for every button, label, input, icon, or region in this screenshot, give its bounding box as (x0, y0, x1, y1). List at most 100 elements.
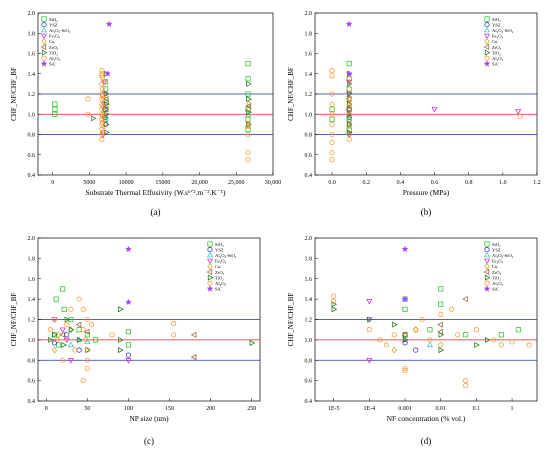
x-tick-label: 1 (511, 406, 514, 412)
x-tick-label: 0.1 (473, 406, 481, 412)
data-point (426, 341, 433, 348)
x-tick-label: 1.0 (499, 180, 507, 186)
data-point (463, 332, 469, 338)
y-tick-label: 1.2 (28, 318, 36, 324)
data-point (329, 116, 335, 122)
data-point (345, 70, 353, 77)
data-point (85, 347, 91, 354)
legend-marker (206, 285, 214, 292)
series-7 (47, 296, 177, 384)
data-point (84, 347, 90, 353)
data-point (59, 327, 66, 334)
legend-label: ZrO₂ (215, 270, 225, 275)
data-point (67, 341, 74, 348)
series-0 (52, 61, 251, 132)
series-5 (59, 321, 197, 361)
legend-label: TiO₂ (492, 50, 501, 55)
data-point (347, 121, 353, 128)
data-point (85, 111, 91, 117)
data-point (329, 150, 335, 156)
data-point (402, 365, 408, 371)
data-point (61, 306, 67, 312)
data-point (346, 86, 352, 92)
data-point (84, 357, 90, 363)
data-point (99, 96, 105, 102)
data-point (101, 102, 108, 108)
legend-label: SiO₂ (492, 242, 501, 247)
x-axis-label: NF concentration (% vol.) (387, 414, 466, 423)
data-point (438, 301, 444, 307)
data-point (402, 336, 409, 343)
data-point (99, 106, 105, 112)
series-1 (402, 332, 419, 353)
data-point (76, 327, 82, 333)
data-point (463, 378, 469, 384)
y-tick-label: 1.6 (305, 52, 313, 58)
data-point (347, 101, 353, 108)
legend-marker (484, 280, 490, 286)
legend-marker (483, 258, 491, 265)
data-point (329, 121, 335, 127)
data-point (245, 116, 251, 122)
y-axis-label: CHF_NF/CHF_BF (10, 67, 18, 121)
legend-marker (484, 241, 490, 247)
data-point (391, 346, 397, 354)
legend-label: Cu (215, 264, 221, 269)
data-point (490, 337, 496, 343)
legend-marker (207, 247, 213, 253)
series-6 (331, 301, 491, 354)
data-point (402, 306, 408, 312)
y-tick-label: 1.4 (28, 72, 36, 78)
data-point (52, 331, 58, 338)
data-point (437, 321, 443, 328)
data-point (67, 358, 74, 364)
data-point (401, 245, 409, 253)
data-point (101, 96, 107, 102)
legend-label: YSZ (492, 247, 501, 252)
series-8 (104, 20, 113, 77)
y-tick-label: 2.0 (305, 11, 313, 17)
data-point (83, 337, 89, 343)
x-tick-label: 0.01 (435, 406, 446, 412)
legend-marker (207, 274, 214, 281)
data-point (88, 322, 94, 328)
data-point (77, 336, 83, 343)
data-point (383, 342, 389, 348)
y-tick-label: 0.6 (305, 153, 313, 159)
data-point (346, 79, 353, 86)
data-point (64, 322, 70, 328)
legend-label: TiO₂ (49, 50, 58, 55)
y-tick-label: 1.4 (305, 72, 313, 78)
legend-label: Al₂O₃-SiO₂ (492, 253, 514, 258)
data-point (402, 367, 408, 373)
data-point (85, 96, 91, 102)
data-point (99, 126, 105, 132)
data-point (517, 113, 523, 119)
data-point (346, 137, 352, 143)
data-point (83, 328, 90, 335)
data-point (498, 332, 504, 338)
series-8 (125, 245, 132, 306)
y-tick-label: 1.2 (305, 92, 313, 98)
y-tick-label: 1.0 (305, 338, 313, 344)
x-tick-label: 5000 (83, 180, 95, 186)
data-point (102, 106, 109, 113)
data-point (245, 131, 251, 138)
data-point (329, 101, 335, 107)
data-point (51, 340, 57, 346)
legend-label: Al₂O₃-SiO₂ (492, 28, 514, 33)
legend-marker (483, 26, 491, 33)
data-point (84, 338, 91, 345)
data-point (68, 326, 75, 333)
data-point (99, 116, 105, 122)
panel-caption: (c) (144, 436, 154, 446)
y-tick-label: 0.6 (28, 379, 36, 385)
data-point (246, 80, 252, 87)
data-point (347, 90, 353, 98)
data-point (171, 321, 177, 327)
series-3 (51, 317, 132, 364)
legend-marker (484, 55, 490, 61)
data-point (76, 347, 82, 353)
